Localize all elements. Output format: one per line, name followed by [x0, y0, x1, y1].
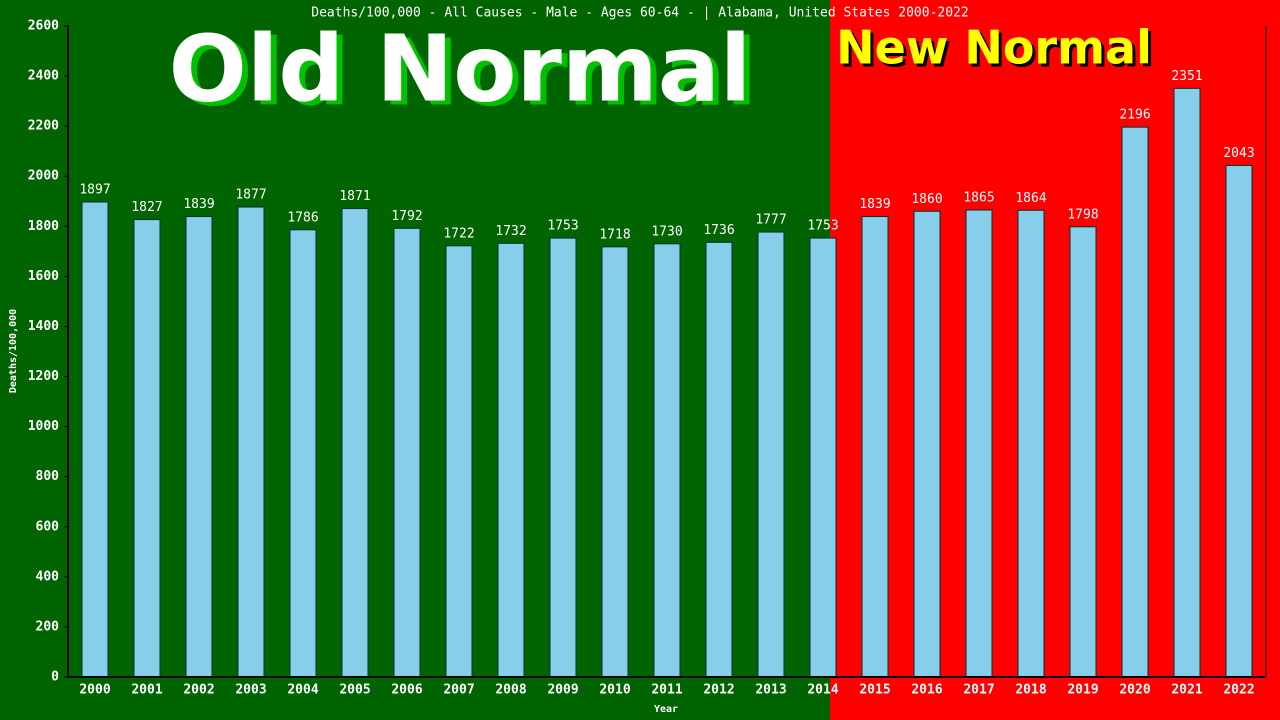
y-tick-label: 2200 — [28, 119, 59, 134]
y-tick-label: 1200 — [28, 369, 59, 384]
x-tick-label: 2017 — [963, 683, 994, 698]
bar — [601, 246, 629, 678]
x-tick-label: 2004 — [287, 683, 318, 698]
value-label: 1786 — [287, 210, 318, 225]
bar — [289, 229, 317, 678]
x-tick-label: 2018 — [1015, 683, 1046, 698]
x-tick-label: 2021 — [1171, 683, 1202, 698]
value-label: 2043 — [1223, 146, 1254, 161]
x-tick-label: 2006 — [391, 683, 422, 698]
bar — [809, 237, 837, 678]
x-tick-label: 2014 — [807, 683, 838, 698]
bar — [1069, 226, 1097, 678]
y-tick-label: 2600 — [28, 19, 59, 34]
value-label: 1877 — [235, 188, 266, 203]
bar — [1173, 87, 1201, 678]
bar — [1121, 126, 1149, 678]
bar — [497, 242, 525, 678]
x-tick-label: 2003 — [235, 683, 266, 698]
bar — [445, 245, 473, 678]
x-tick-label: 2002 — [183, 683, 214, 698]
value-label: 1839 — [859, 197, 890, 212]
y-tick-label: 600 — [36, 519, 60, 534]
value-label: 2351 — [1171, 69, 1202, 84]
bar — [133, 219, 161, 678]
value-label: 1839 — [183, 197, 214, 212]
value-label: 1777 — [755, 213, 786, 228]
x-tick-label: 2020 — [1119, 683, 1150, 698]
value-label: 1736 — [703, 223, 734, 238]
y-tick-label: 2000 — [28, 169, 59, 184]
x-tick-label: 2005 — [339, 683, 370, 698]
bar — [861, 216, 889, 678]
value-label: 1718 — [599, 227, 630, 242]
x-tick-label: 2007 — [443, 683, 474, 698]
bar — [549, 237, 577, 678]
y-tick-label: 400 — [36, 569, 60, 584]
annotation-shadow: New Normal — [839, 24, 1155, 78]
annotation-shadow: Old Normal — [175, 19, 758, 126]
value-label: 1827 — [131, 200, 162, 215]
y-tick-label: 2400 — [28, 69, 59, 84]
y-axis-label: Deaths/100,000 — [8, 309, 19, 393]
value-label: 1753 — [807, 219, 838, 234]
value-label: 1871 — [339, 189, 370, 204]
y-tick-label: 800 — [36, 469, 60, 484]
value-label: 1865 — [963, 191, 994, 206]
y-tick-label: 200 — [36, 619, 60, 634]
value-label: 1860 — [911, 192, 942, 207]
bar — [341, 208, 369, 678]
bar — [237, 206, 265, 678]
x-tick-label: 2012 — [703, 683, 734, 698]
x-tick-label: 2010 — [599, 683, 630, 698]
value-label: 1792 — [391, 209, 422, 224]
y-tick-label: 1000 — [28, 419, 59, 434]
bar — [965, 209, 993, 678]
chart-title: Deaths/100,000 - All Causes - Male - Age… — [311, 6, 968, 21]
x-tick-label: 2015 — [859, 683, 890, 698]
x-tick-label: 2019 — [1067, 683, 1098, 698]
x-tick-label: 2008 — [495, 683, 526, 698]
bar — [1225, 164, 1253, 678]
bar — [1017, 209, 1045, 678]
x-tick-label: 2016 — [911, 683, 942, 698]
value-label: 1722 — [443, 226, 474, 241]
bar — [81, 201, 109, 678]
value-label: 1732 — [495, 224, 526, 239]
value-label: 1798 — [1067, 207, 1098, 222]
y-tick-label: 1600 — [28, 269, 59, 284]
bar — [393, 227, 421, 678]
y-tick-label: 1800 — [28, 219, 59, 234]
annotation: Old Normal — [169, 15, 752, 122]
new-normal-background — [830, 0, 1280, 720]
annotation: New Normal — [836, 21, 1152, 75]
value-label: 2196 — [1119, 108, 1150, 123]
x-axis-label: Year — [654, 704, 678, 715]
bar — [185, 216, 213, 678]
x-tick-label: 2022 — [1223, 683, 1254, 698]
bar — [653, 243, 681, 678]
bar — [757, 231, 785, 678]
y-tick-label: 1400 — [28, 319, 59, 334]
x-tick-label: 2011 — [651, 683, 682, 698]
x-tick-label: 2000 — [79, 683, 110, 698]
bar — [705, 241, 733, 678]
value-label: 1753 — [547, 219, 578, 234]
x-tick-label: 2001 — [131, 683, 162, 698]
x-tick-label: 2013 — [755, 683, 786, 698]
x-tick-label: 2009 — [547, 683, 578, 698]
y-tick-label: 0 — [51, 670, 59, 685]
value-label: 1730 — [651, 224, 682, 239]
value-label: 1864 — [1015, 191, 1046, 206]
bar — [913, 210, 941, 678]
value-label: 1897 — [79, 183, 110, 198]
